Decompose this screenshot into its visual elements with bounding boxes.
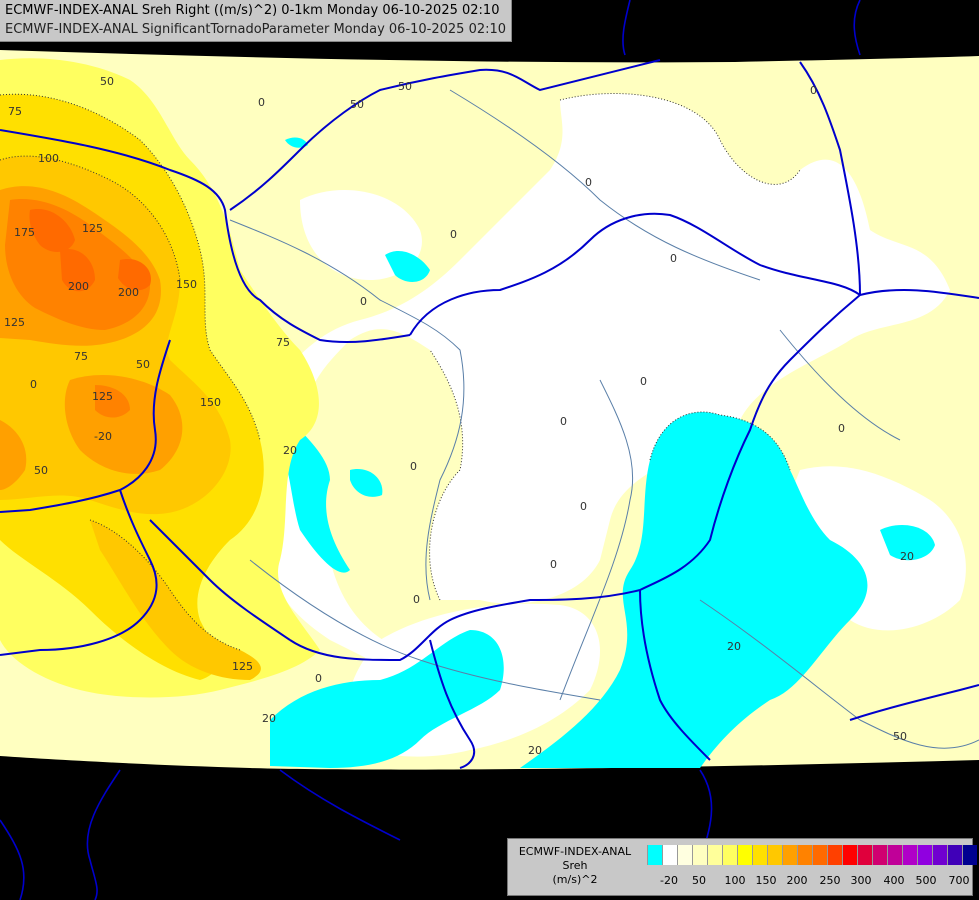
legend-swatch [962, 845, 977, 865]
legend-tick-label: 300 [850, 874, 872, 887]
legend-tick-label: 700 [948, 874, 970, 887]
contour-label: 75 [8, 105, 22, 118]
legend-tick-label: 500 [915, 874, 937, 887]
contour-label: 50 [100, 75, 114, 88]
legend-swatch [782, 845, 797, 865]
legend-swatch [692, 845, 707, 865]
contour-label: 50 [893, 730, 907, 743]
contour-label: -20 [94, 430, 112, 443]
contour-label: 0 [670, 252, 677, 265]
contour-label: 75 [276, 336, 290, 349]
contour-label: 125 [82, 222, 103, 235]
contour-label: 0 [580, 500, 587, 513]
legend-swatch [932, 845, 947, 865]
contour-label: 20 [727, 640, 741, 653]
legend-swatch [827, 845, 842, 865]
contour-label: 20 [528, 744, 542, 757]
contour-label: 20 [262, 712, 276, 725]
contour-label: 0 [258, 96, 265, 109]
contour-label: 0 [450, 228, 457, 241]
legend-title: ECMWF-INDEX-ANAL Sreh (m/s)^2 [512, 845, 638, 887]
legend-swatch [947, 845, 962, 865]
contour-label: 175 [14, 226, 35, 239]
legend-swatch [677, 845, 692, 865]
legend-swatch [887, 845, 902, 865]
contour-label: 50 [136, 358, 150, 371]
legend-tick-label: 100 [724, 874, 746, 887]
legend-tick-label: 250 [819, 874, 841, 887]
contour-label: 0 [585, 176, 592, 189]
legend-swatch [707, 845, 722, 865]
contour-label: 0 [550, 558, 557, 571]
contour-label-group: 75 100 50 50 50 0 0 0 0 0 0 0 175 125 20… [4, 75, 914, 757]
legend-swatch [857, 845, 872, 865]
legend-tick-label: 200 [786, 874, 808, 887]
legend-swatch [842, 845, 857, 865]
legend-ticks: -20 50 100 150 200 250 300 400 500 700 [647, 874, 970, 888]
contour-lines [0, 92, 801, 651]
contour-label: 0 [838, 422, 845, 435]
contour-label: 200 [68, 280, 89, 293]
contour-label: 125 [92, 390, 113, 403]
contour-label: 200 [118, 286, 139, 299]
legend-colorbar [647, 845, 977, 865]
legend-swatch [797, 845, 812, 865]
contour-label: 50 [34, 464, 48, 477]
contour-label: 0 [30, 378, 37, 391]
legend-swatch [767, 845, 782, 865]
rivers [229, 89, 979, 749]
contour-label: 150 [200, 396, 221, 409]
legend-unit: (m/s)^2 [552, 873, 598, 886]
contour-label: 150 [176, 278, 197, 291]
contour-label: 0 [560, 415, 567, 428]
legend-swatch [737, 845, 752, 865]
contour-label: 0 [810, 84, 817, 97]
contour-label: 0 [410, 460, 417, 473]
color-legend: ECMWF-INDEX-ANAL Sreh (m/s)^2 -20 50 100 15… [507, 838, 977, 896]
warm-areas [0, 58, 320, 698]
contour-label: 20 [900, 550, 914, 563]
legend-swatch [722, 845, 737, 865]
legend-swatch [812, 845, 827, 865]
legend-swatch [662, 845, 677, 865]
legend-swatch [872, 845, 887, 865]
legend-parameter: Sreh [562, 859, 588, 872]
map-title-block: ECMWF-INDEX-ANAL Sreh Right ((m/s)^2) 0-… [0, 0, 513, 42]
legend-swatch [647, 845, 662, 865]
legend-tick-label: 400 [883, 874, 905, 887]
contour-label: 0 [413, 593, 420, 606]
contour-label: 0 [315, 672, 322, 685]
country-borders [0, 59, 979, 769]
map-title-sreh: ECMWF-INDEX-ANAL Sreh Right ((m/s)^2) 0-… [5, 3, 500, 18]
contour-label: 20 [283, 444, 297, 457]
contour-label: 50 [350, 98, 364, 111]
contour-label: 0 [640, 375, 647, 388]
contour-label: 50 [398, 80, 412, 93]
contour-label: 125 [4, 316, 25, 329]
legend-swatch [752, 845, 767, 865]
map-title-stp: ECMWF-INDEX-ANAL SignificantTornadoParam… [5, 22, 507, 37]
legend-swatch [917, 845, 932, 865]
contour-label: 100 [38, 152, 59, 165]
legend-model: ECMWF-INDEX-ANAL [518, 845, 632, 858]
legend-tick-label: -20 [660, 874, 678, 887]
legend-tick-label: 150 [755, 874, 777, 887]
legend-swatch [902, 845, 917, 865]
legend-tick-label: 50 [692, 874, 706, 887]
contour-label: 75 [74, 350, 88, 363]
contour-label: 0 [360, 295, 367, 308]
contour-label: 125 [232, 660, 253, 673]
